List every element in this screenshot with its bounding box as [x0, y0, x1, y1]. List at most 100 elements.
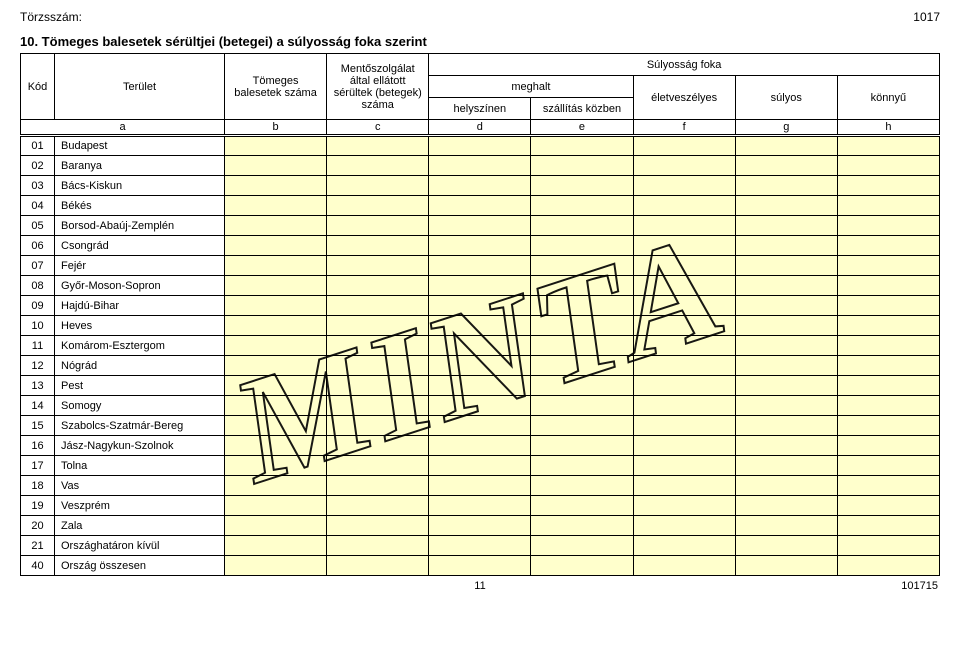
- data-cell[interactable]: [633, 276, 735, 296]
- data-cell[interactable]: [633, 556, 735, 576]
- data-cell[interactable]: [735, 176, 837, 196]
- data-cell[interactable]: [327, 516, 429, 536]
- data-cell[interactable]: [327, 296, 429, 316]
- data-cell[interactable]: [327, 136, 429, 156]
- data-cell[interactable]: [735, 136, 837, 156]
- data-cell[interactable]: [429, 156, 531, 176]
- data-cell[interactable]: [531, 456, 633, 476]
- data-cell[interactable]: [531, 176, 633, 196]
- data-cell[interactable]: [633, 456, 735, 476]
- data-cell[interactable]: [225, 256, 327, 276]
- data-cell[interactable]: [429, 216, 531, 236]
- data-cell[interactable]: [531, 516, 633, 536]
- data-cell[interactable]: [429, 396, 531, 416]
- data-cell[interactable]: [429, 276, 531, 296]
- data-cell[interactable]: [429, 376, 531, 396]
- data-cell[interactable]: [633, 236, 735, 256]
- data-cell[interactable]: [837, 136, 939, 156]
- data-cell[interactable]: [837, 336, 939, 356]
- data-cell[interactable]: [429, 496, 531, 516]
- data-cell[interactable]: [837, 276, 939, 296]
- data-cell[interactable]: [531, 276, 633, 296]
- data-cell[interactable]: [225, 236, 327, 256]
- data-cell[interactable]: [735, 456, 837, 476]
- data-cell[interactable]: [531, 416, 633, 436]
- data-cell[interactable]: [837, 376, 939, 396]
- data-cell[interactable]: [225, 456, 327, 476]
- data-cell[interactable]: [225, 316, 327, 336]
- data-cell[interactable]: [327, 336, 429, 356]
- data-cell[interactable]: [633, 536, 735, 556]
- data-cell[interactable]: [225, 276, 327, 296]
- data-cell[interactable]: [429, 136, 531, 156]
- data-cell[interactable]: [429, 536, 531, 556]
- data-cell[interactable]: [429, 456, 531, 476]
- data-cell[interactable]: [633, 356, 735, 376]
- data-cell[interactable]: [837, 536, 939, 556]
- data-cell[interactable]: [837, 176, 939, 196]
- data-cell[interactable]: [531, 356, 633, 376]
- data-cell[interactable]: [633, 376, 735, 396]
- data-cell[interactable]: [735, 396, 837, 416]
- data-cell[interactable]: [429, 476, 531, 496]
- data-cell[interactable]: [735, 236, 837, 256]
- data-cell[interactable]: [531, 336, 633, 356]
- data-cell[interactable]: [735, 536, 837, 556]
- data-cell[interactable]: [735, 256, 837, 276]
- data-cell[interactable]: [837, 256, 939, 276]
- data-cell[interactable]: [735, 376, 837, 396]
- data-cell[interactable]: [837, 516, 939, 536]
- data-cell[interactable]: [735, 216, 837, 236]
- data-cell[interactable]: [225, 376, 327, 396]
- data-cell[interactable]: [327, 376, 429, 396]
- data-cell[interactable]: [633, 296, 735, 316]
- data-cell[interactable]: [633, 516, 735, 536]
- data-cell[interactable]: [327, 536, 429, 556]
- data-cell[interactable]: [837, 356, 939, 376]
- data-cell[interactable]: [225, 516, 327, 536]
- data-cell[interactable]: [327, 496, 429, 516]
- data-cell[interactable]: [633, 256, 735, 276]
- data-cell[interactable]: [633, 336, 735, 356]
- data-cell[interactable]: [429, 516, 531, 536]
- data-cell[interactable]: [735, 416, 837, 436]
- data-cell[interactable]: [837, 456, 939, 476]
- data-cell[interactable]: [837, 316, 939, 336]
- data-cell[interactable]: [429, 176, 531, 196]
- data-cell[interactable]: [225, 496, 327, 516]
- data-cell[interactable]: [225, 416, 327, 436]
- data-cell[interactable]: [735, 356, 837, 376]
- data-cell[interactable]: [735, 436, 837, 456]
- data-cell[interactable]: [735, 316, 837, 336]
- data-cell[interactable]: [429, 236, 531, 256]
- data-cell[interactable]: [327, 196, 429, 216]
- data-cell[interactable]: [429, 416, 531, 436]
- data-cell[interactable]: [327, 356, 429, 376]
- data-cell[interactable]: [225, 156, 327, 176]
- data-cell[interactable]: [429, 336, 531, 356]
- data-cell[interactable]: [531, 216, 633, 236]
- data-cell[interactable]: [837, 296, 939, 316]
- data-cell[interactable]: [531, 296, 633, 316]
- data-cell[interactable]: [225, 196, 327, 216]
- data-cell[interactable]: [633, 196, 735, 216]
- data-cell[interactable]: [633, 436, 735, 456]
- data-cell[interactable]: [225, 356, 327, 376]
- data-cell[interactable]: [327, 396, 429, 416]
- data-cell[interactable]: [327, 476, 429, 496]
- data-cell[interactable]: [225, 336, 327, 356]
- data-cell[interactable]: [225, 296, 327, 316]
- data-cell[interactable]: [531, 376, 633, 396]
- data-cell[interactable]: [327, 436, 429, 456]
- data-cell[interactable]: [327, 176, 429, 196]
- data-cell[interactable]: [735, 156, 837, 176]
- data-cell[interactable]: [837, 416, 939, 436]
- data-cell[interactable]: [837, 216, 939, 236]
- data-cell[interactable]: [531, 136, 633, 156]
- data-cell[interactable]: [531, 436, 633, 456]
- data-cell[interactable]: [327, 456, 429, 476]
- data-cell[interactable]: [531, 256, 633, 276]
- data-cell[interactable]: [225, 396, 327, 416]
- data-cell[interactable]: [429, 296, 531, 316]
- data-cell[interactable]: [429, 356, 531, 376]
